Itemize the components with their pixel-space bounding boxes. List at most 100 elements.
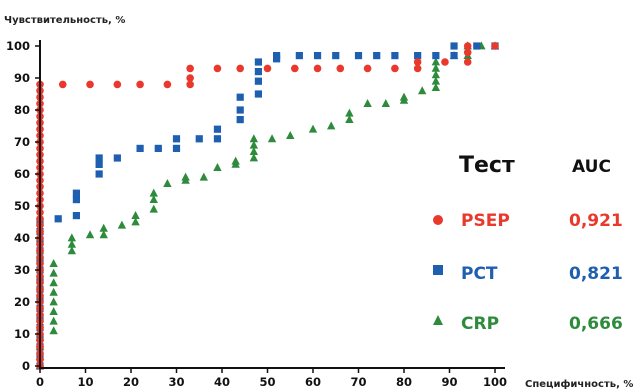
y-tick-label: 50 bbox=[14, 199, 30, 213]
pct-point bbox=[54, 215, 62, 223]
pct-point bbox=[95, 160, 103, 168]
psep-point bbox=[186, 80, 194, 89]
pct-point bbox=[236, 116, 244, 124]
crp-point bbox=[49, 287, 58, 296]
pct-point bbox=[450, 42, 458, 50]
x-tick-label: 80 bbox=[396, 375, 412, 389]
crp-point bbox=[418, 86, 427, 95]
crp-point bbox=[363, 99, 372, 107]
psep-point bbox=[163, 80, 172, 89]
crp-point bbox=[431, 63, 441, 72]
crp-point bbox=[49, 278, 58, 287]
crp-point bbox=[213, 163, 222, 171]
legend-header-test: Тест bbox=[459, 153, 515, 178]
legend: Тест AUC PSEP 0,921 PCT 0,821 CRP 0,666 bbox=[433, 153, 623, 334]
psep-point bbox=[413, 58, 422, 66]
series-psep bbox=[36, 42, 499, 370]
pct-point bbox=[254, 68, 262, 76]
crp-point bbox=[431, 57, 441, 66]
series-pct bbox=[36, 42, 499, 370]
psep-point bbox=[86, 80, 94, 89]
crp-point bbox=[149, 195, 158, 203]
legend-label-crp: CRP bbox=[461, 314, 499, 334]
psep-point bbox=[113, 80, 122, 89]
pct-point bbox=[113, 154, 121, 162]
y-tick-label: 90 bbox=[14, 71, 30, 85]
psep-point bbox=[213, 64, 222, 73]
pct-point bbox=[373, 52, 381, 60]
pct-point bbox=[136, 144, 144, 152]
legend-marker-crp bbox=[433, 315, 443, 325]
psep-point bbox=[291, 64, 299, 73]
crp-point bbox=[399, 92, 409, 101]
pct-point bbox=[172, 135, 181, 143]
psep-point bbox=[413, 64, 422, 73]
x-tick-label: 60 bbox=[305, 375, 321, 389]
pct-point bbox=[391, 52, 399, 60]
psep-point bbox=[136, 80, 144, 89]
y-tick-label: 70 bbox=[14, 135, 30, 149]
pct-point bbox=[72, 189, 80, 197]
crp-point bbox=[85, 230, 95, 239]
crp-point bbox=[117, 220, 127, 229]
crp-point bbox=[431, 70, 441, 79]
psep-point bbox=[58, 80, 67, 89]
crp-point bbox=[249, 140, 259, 149]
y-tick-label: 30 bbox=[14, 263, 30, 277]
x-tick-label: 20 bbox=[123, 375, 139, 389]
psep-point bbox=[236, 64, 244, 73]
crp-point bbox=[249, 147, 259, 155]
psep-point bbox=[186, 64, 194, 73]
psep-point bbox=[391, 64, 399, 73]
pct-point bbox=[313, 52, 322, 60]
x-tick-label: 90 bbox=[441, 375, 457, 389]
y-tick-label: 0 bbox=[22, 359, 30, 373]
x-tick-label: 50 bbox=[259, 375, 275, 389]
pct-point bbox=[414, 52, 422, 60]
legend-header-auc: AUC bbox=[572, 157, 611, 177]
psep-point bbox=[363, 64, 372, 73]
axis-ticks: 0 10 20 30 40 50 60 70 80 90 100 0 10 20 30 40 50 60 70 80 9… bbox=[6, 39, 507, 389]
crp-point bbox=[431, 76, 441, 85]
x-tick-label: 100 bbox=[483, 375, 507, 389]
psep-point bbox=[463, 58, 472, 66]
pct-point bbox=[72, 212, 80, 220]
pct-point bbox=[154, 144, 162, 152]
y-tick-label: 100 bbox=[6, 39, 30, 53]
y-tick-label: 10 bbox=[14, 327, 30, 341]
y-tick-label: 20 bbox=[14, 295, 30, 309]
crp-point bbox=[99, 223, 108, 232]
y-axis-title: Чувствительность, % bbox=[4, 15, 125, 26]
x-tick-label: 40 bbox=[214, 375, 230, 389]
psep-point bbox=[491, 42, 499, 50]
pct-point bbox=[354, 52, 363, 60]
crp-point bbox=[49, 259, 58, 267]
crp-point bbox=[308, 124, 318, 133]
crp-point bbox=[99, 230, 108, 239]
pct-point bbox=[473, 42, 481, 50]
pct-point bbox=[295, 52, 303, 60]
legend-label-pct: PCT bbox=[461, 264, 498, 284]
legend-marker-psep bbox=[433, 215, 443, 225]
pct-point bbox=[450, 52, 458, 60]
crp-point bbox=[199, 172, 208, 181]
pct-point bbox=[332, 52, 340, 60]
crp-point bbox=[381, 99, 390, 107]
crp-point bbox=[49, 307, 58, 315]
crp-point bbox=[49, 326, 58, 335]
pct-point bbox=[254, 90, 262, 98]
pct-point bbox=[432, 52, 440, 60]
crp-point bbox=[67, 233, 77, 242]
psep-point bbox=[463, 42, 472, 50]
y-tick-label: 60 bbox=[14, 167, 30, 181]
pct-point bbox=[273, 52, 281, 60]
pct-point bbox=[172, 144, 181, 152]
x-tick-label: 70 bbox=[350, 375, 366, 389]
crp-point bbox=[231, 156, 240, 165]
crp-point bbox=[163, 179, 172, 187]
y-tick-label: 80 bbox=[14, 103, 30, 117]
crp-point bbox=[327, 121, 336, 130]
psep-point bbox=[463, 48, 472, 57]
crp-point bbox=[345, 115, 354, 123]
